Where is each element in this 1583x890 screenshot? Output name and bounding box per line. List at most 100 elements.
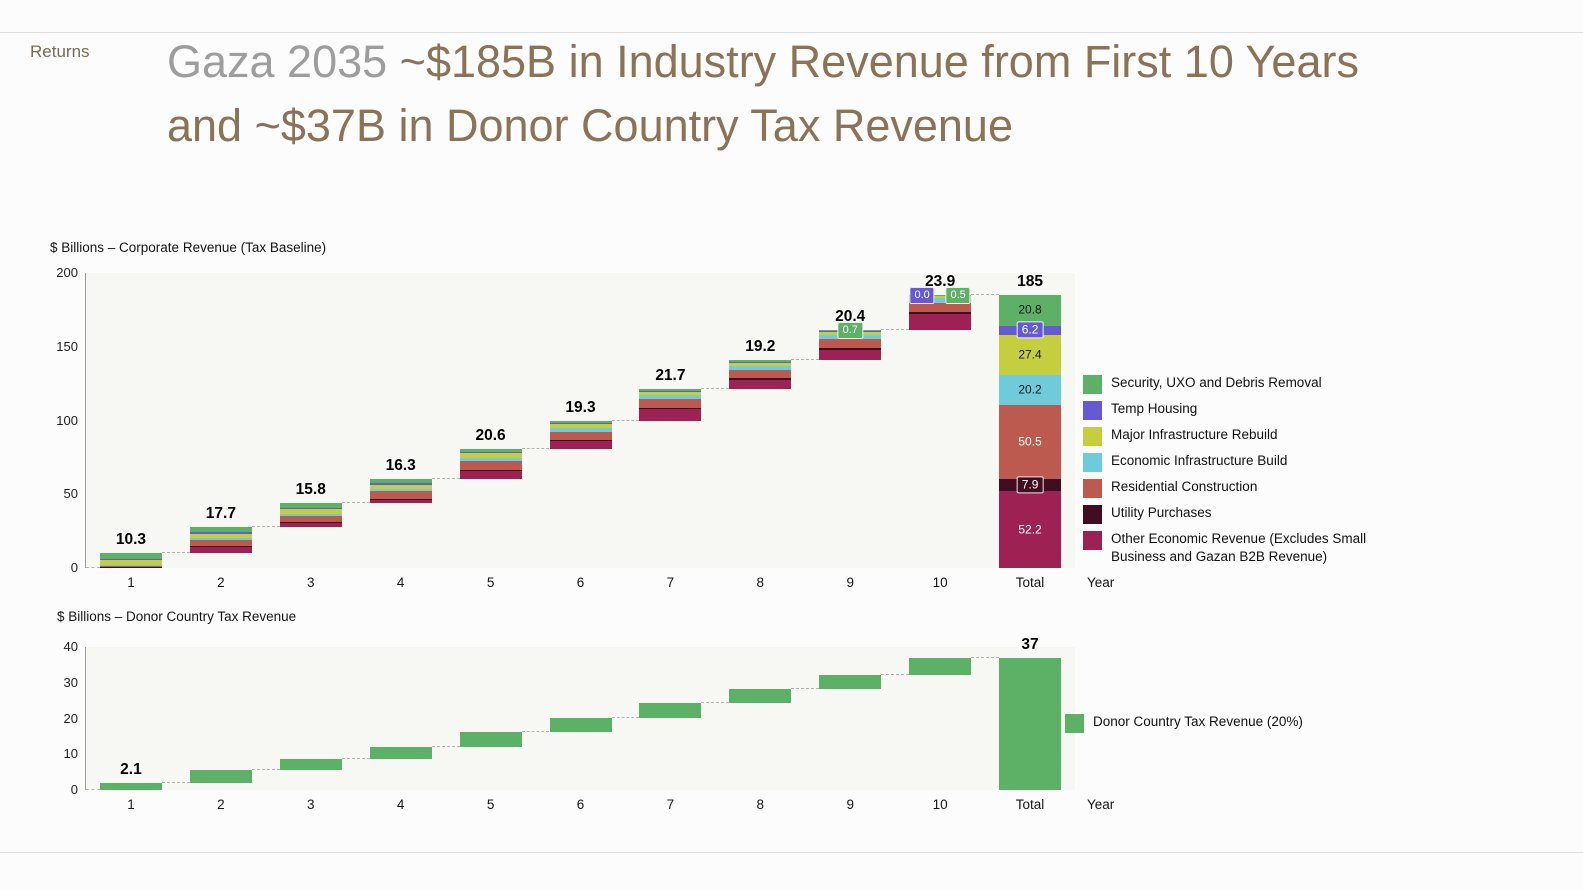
bar-segment <box>639 702 702 719</box>
bar-value-label-year-10: 23.9 <box>925 272 956 290</box>
segment-value-pill: 0.0 <box>909 286 935 304</box>
legend-item: Other Economic Revenue (Excludes Small B… <box>1083 530 1383 566</box>
waterfall-connector <box>431 745 460 747</box>
bar-segment <box>189 770 252 783</box>
legend-item: Donor Country Tax Revenue (20%) <box>1065 713 1385 733</box>
bar-segment <box>909 302 972 312</box>
bar-segment <box>279 515 342 523</box>
grand-total-label: 37 <box>1021 635 1039 653</box>
bar-segment <box>639 390 702 392</box>
bar-segment <box>909 657 972 675</box>
bar-segment <box>459 449 522 453</box>
x-axis-label-total: Total <box>1015 797 1045 812</box>
x-axis-label-9: 9 <box>846 797 854 812</box>
total-segment-value: 27.4 <box>1018 347 1042 362</box>
donor-chart-title: $ Billions – Donor Country Tax Revenue <box>57 609 297 624</box>
page-title-prefix: Gaza 2035 <box>167 36 400 87</box>
waterfall-bar-year-10 <box>909 294 972 331</box>
bar-segment <box>639 409 702 421</box>
legend-swatch <box>1083 453 1102 472</box>
x-axis-label-5: 5 <box>486 575 495 590</box>
waterfall-connector <box>251 768 280 770</box>
bar-segment <box>819 674 882 690</box>
bar-segment <box>369 483 432 485</box>
baseline-connector <box>86 567 100 568</box>
bar-segment <box>729 361 792 363</box>
waterfall-bar-year-4 <box>369 746 432 759</box>
waterfall-bar-year-8 <box>729 689 792 703</box>
total-bar-segment: 50.5 <box>999 404 1062 480</box>
bar-value-label-year-1: 2.1 <box>120 760 142 778</box>
x-axis-label-5: 5 <box>486 797 495 812</box>
x-axis-label-4: 4 <box>396 575 405 590</box>
waterfall-connector <box>341 757 370 759</box>
waterfall-bar-year-7 <box>639 388 702 421</box>
waterfall-connector <box>791 359 820 361</box>
bar-value-label-year-6: 19.3 <box>565 398 596 416</box>
waterfall-connector <box>971 293 1000 295</box>
x-axis-label-8: 8 <box>756 575 765 590</box>
x-axis-label-7: 7 <box>666 797 675 812</box>
bar-segment <box>279 758 342 770</box>
total-segment-value: 50.5 <box>1018 434 1042 449</box>
y-axis-tick-200: 200 <box>56 265 78 280</box>
x-axis-label-7: 7 <box>666 575 675 590</box>
y-axis-tick-50: 50 <box>63 486 78 502</box>
legend-swatch <box>1083 505 1102 524</box>
legend-swatch <box>1083 479 1102 498</box>
bar-segment <box>729 365 792 370</box>
bar-segment <box>729 689 792 703</box>
bar-segment <box>639 398 702 409</box>
x-axis-label-6: 6 <box>576 575 585 590</box>
bar-segment <box>549 420 612 424</box>
x-axis-label-3: 3 <box>307 797 315 812</box>
bar-segment <box>189 526 252 532</box>
bar-segment <box>459 470 522 480</box>
bar-segment <box>549 431 612 440</box>
waterfall-bar-year-6 <box>549 718 612 733</box>
waterfall-total-bar: 52.2 7.9 50.5 20.2 27.4 6.2 20.8 <box>999 294 1062 568</box>
waterfall-connector <box>341 502 370 504</box>
legend-item: Residential Construction <box>1083 478 1383 498</box>
bar-segment <box>369 491 432 499</box>
bar-segment <box>459 732 522 747</box>
bar-segment <box>819 347 882 350</box>
bar-segment <box>459 469 522 471</box>
corporate-plot: 0 50 100 150 200 1 2 3 4 5 6 7 8 9 10 Total Year 10.3 17.7… <box>56 265 1114 590</box>
corporate-legend: Security, UXO and Debris Removal Temp Hou… <box>1083 374 1383 566</box>
x-axis-label-2: 2 <box>217 575 225 590</box>
bar-segment <box>99 567 162 568</box>
bar-segment <box>909 294 972 296</box>
bar-value-label-year-3: 15.8 <box>295 481 326 499</box>
total-bar-segment: 27.4 <box>999 334 1062 376</box>
bar-value-label-year-4: 16.3 <box>385 457 416 475</box>
bar-segment <box>729 362 792 366</box>
legend-item: Temp Housing <box>1083 400 1383 420</box>
waterfall-connector <box>881 329 910 331</box>
bar-segment <box>189 538 252 541</box>
y-axis-tick-40: 40 <box>63 639 78 654</box>
bar-segment <box>639 391 702 396</box>
waterfall-connector <box>791 688 820 690</box>
legend-label: Security, UXO and Debris Removal <box>1111 375 1322 390</box>
waterfall-bar-year-1 <box>99 782 162 790</box>
returns-label: Returns <box>30 42 90 61</box>
waterfall-connector <box>701 387 730 389</box>
bar-segment <box>459 452 522 454</box>
bar-segment <box>459 453 522 458</box>
waterfall-connector <box>431 478 460 480</box>
top-divider <box>0 32 1583 33</box>
waterfall-connector <box>701 701 730 703</box>
bar-segment <box>729 379 792 389</box>
bar-value-label-year-7: 21.7 <box>655 366 686 384</box>
x-axis-label-1: 1 <box>127 575 135 590</box>
legend-label: Temp Housing <box>1111 401 1198 416</box>
legend-swatch <box>1083 401 1102 420</box>
bar-segment <box>189 533 252 539</box>
x-axis-title: Year <box>1087 797 1115 812</box>
x-axis-label-6: 6 <box>576 797 585 812</box>
y-axis-tick-10: 10 <box>63 746 78 762</box>
bar-segment <box>549 439 612 442</box>
waterfall-bar-year-4 <box>369 479 432 504</box>
